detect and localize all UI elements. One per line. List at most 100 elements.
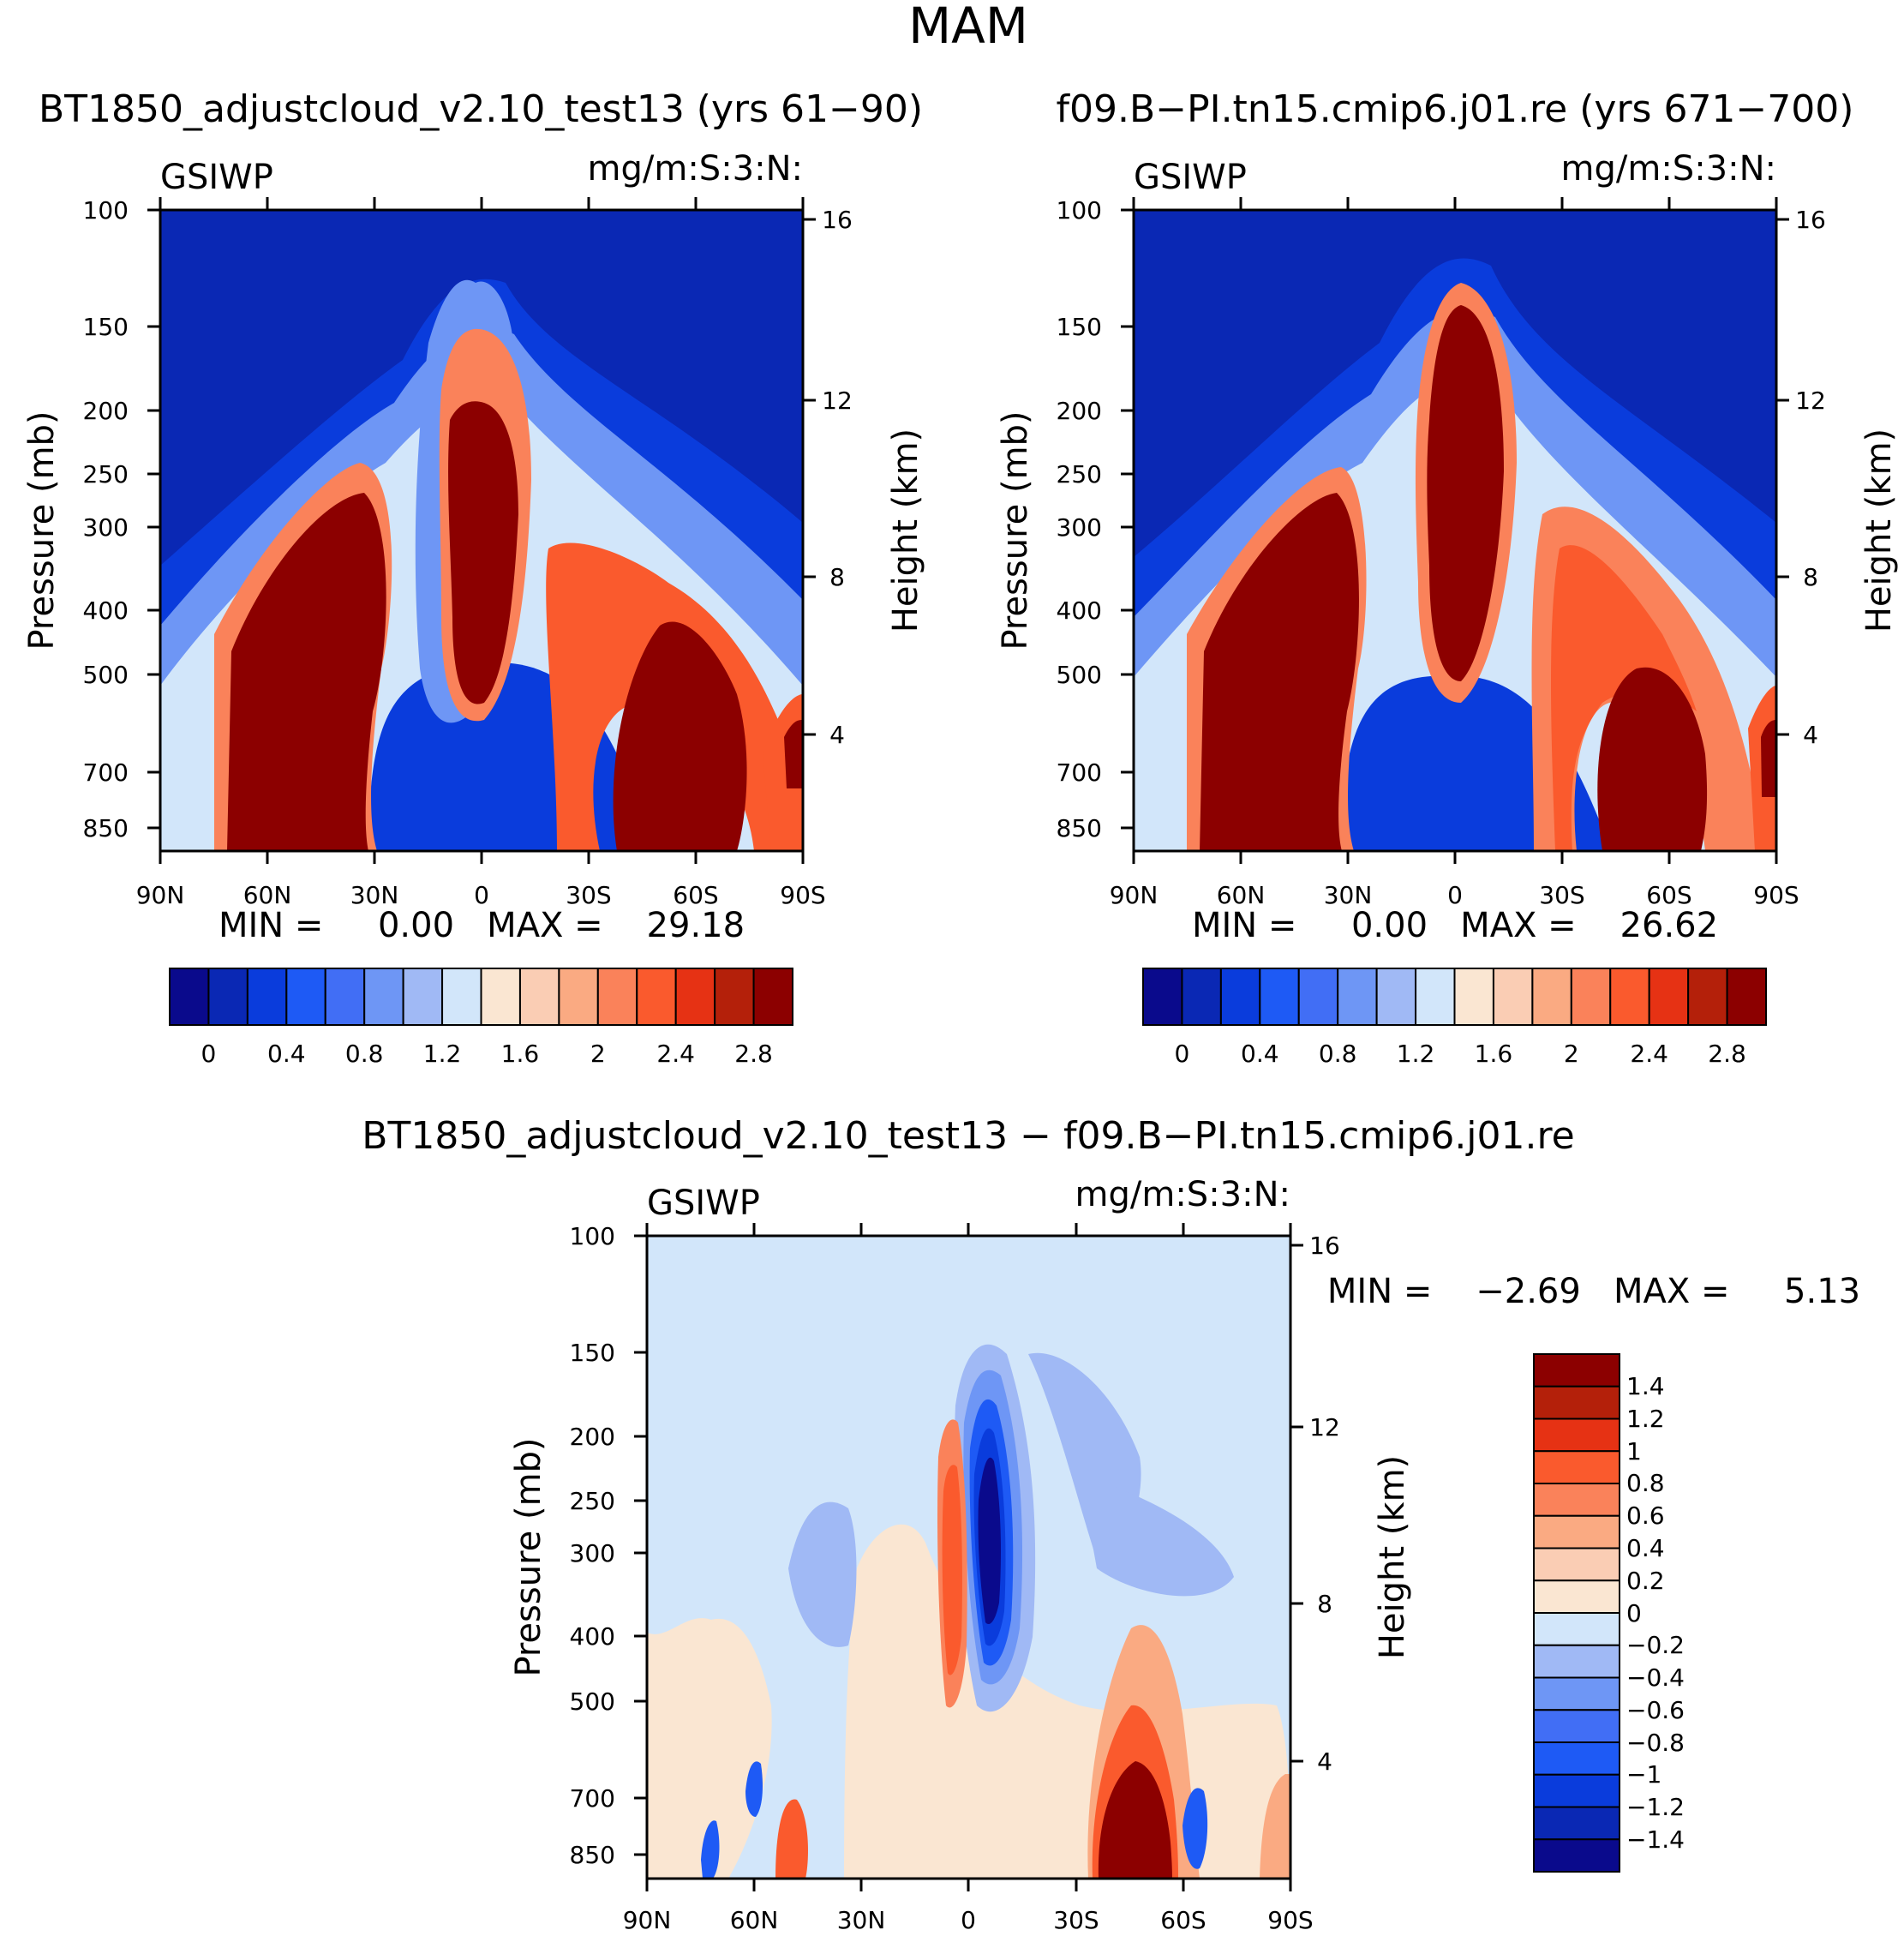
x-tick-label: 30S <box>1053 1906 1099 1934</box>
variable-label: GSIWP <box>647 1184 760 1223</box>
colorbar: 0 0.4 0.8 1.2 1.6 2 2.4 2.8 <box>1142 968 1768 1068</box>
y-tick-labels: 100 150 200 250 300 400 500 700 850 <box>83 196 129 842</box>
colorbar-label: 1.2 <box>1397 1040 1435 1068</box>
colorbar-swatch <box>1533 1450 1620 1484</box>
panel-title: BT1850_adjustcloud_v2.10_test13 (yrs 61−… <box>39 87 923 131</box>
colorbar-swatch <box>1533 1612 1620 1646</box>
contour-nh-core <box>1200 493 1359 851</box>
height-tick-label: 8 <box>1803 563 1818 591</box>
colorbar-swatch <box>169 968 210 1026</box>
y-tick-marks <box>1121 208 1134 830</box>
height-tick-label: 8 <box>1317 1590 1332 1618</box>
y-tick-label: 250 <box>570 1487 615 1515</box>
units-label: mg/m:S:3:N: <box>1561 149 1776 189</box>
colorbar-label: 2 <box>1564 1040 1579 1068</box>
colorbar-swatch <box>1533 1385 1620 1420</box>
contour-sh-mid <box>1551 545 1697 851</box>
colorbar-label: 1.6 <box>501 1040 540 1068</box>
y-tick-label: 400 <box>570 1622 615 1651</box>
height-tick-label: 4 <box>1317 1747 1332 1776</box>
colorbar-swatch <box>1533 1547 1620 1582</box>
difference-title: BT1850_adjustcloud_v2.10_test13 − f09.B−… <box>362 1114 1574 1158</box>
y-tick-label: 700 <box>1057 758 1102 787</box>
x-tick-label: 30N <box>837 1906 886 1934</box>
x-tick-label: 0 <box>474 881 489 909</box>
colorbar-swatch <box>1337 968 1378 1026</box>
y-tick-label: 150 <box>570 1339 615 1367</box>
contour-nh-cool-spot-2 <box>745 1761 763 1817</box>
y-tick-label: 300 <box>570 1539 615 1567</box>
x-tick-label: 60S <box>1160 1906 1206 1934</box>
colorbar-label: 0.4 <box>267 1040 306 1068</box>
colorbar-label: 0.8 <box>1626 1469 1665 1497</box>
colorbar-label: 2.8 <box>1708 1040 1746 1068</box>
colorbar-label: 0 <box>201 1040 217 1068</box>
colorbar-swatch <box>1533 1676 1620 1711</box>
colorbar-swatch <box>1648 968 1690 1026</box>
colorbar-label: 0.4 <box>1241 1040 1279 1068</box>
colorbar-label: 0 <box>1175 1040 1190 1068</box>
y-tick-label: 200 <box>1057 397 1102 425</box>
colorbar-swatch <box>1531 968 1572 1026</box>
colorbar-swatch <box>1533 1353 1620 1388</box>
height-tick-label: 8 <box>829 563 845 591</box>
x-tick-label: 60S <box>1646 881 1691 909</box>
colorbar-label: 1 <box>1626 1437 1642 1465</box>
x-tick-label: 90S <box>780 881 825 909</box>
colorbar-label: 0.8 <box>345 1040 384 1068</box>
colorbar-swatch <box>1533 1838 1620 1873</box>
colorbar-swatch <box>1533 1709 1620 1743</box>
y-tick-labels: 100 150 200 250 300 400 500 700 850 <box>1057 196 1102 842</box>
colorbar-swatch <box>1375 968 1417 1026</box>
x-tick-label: 60N <box>730 1906 779 1934</box>
x-tick-label: 30N <box>1324 881 1373 909</box>
y-tick-label: 500 <box>1057 661 1102 689</box>
colorbar-label: 0.4 <box>1626 1534 1665 1562</box>
y-tick-label: 150 <box>1057 313 1102 341</box>
height-tick-label: 16 <box>1795 206 1826 234</box>
panel-model-2: f09.B−PI.tn15.cmip6.j01.re (yrs 671−700)… <box>996 87 1899 1068</box>
colorbar-label: −0.8 <box>1626 1729 1685 1757</box>
height-tick-label: 12 <box>822 387 853 415</box>
colorbar-label: 0.8 <box>1319 1040 1357 1068</box>
y-tick-label: 500 <box>83 661 129 689</box>
x-tick-label: 60S <box>673 881 718 909</box>
colorbar-swatch <box>1533 1644 1620 1679</box>
colorbar-label: −0.2 <box>1626 1631 1685 1659</box>
min-max-stats: MIN = −2.69 MAX = 5.13 <box>1327 1272 1860 1311</box>
contour-sh-core <box>1597 667 1708 851</box>
variable-label: GSIWP <box>1134 158 1247 197</box>
colorbar-label: −1.4 <box>1626 1825 1685 1854</box>
colorbar-swatch <box>1533 1806 1620 1841</box>
colorbar-swatch <box>1181 968 1222 1026</box>
x-ticks: 90N 60N 30N 0 30S 60S 90S <box>1110 197 1799 909</box>
colorbar-label: −0.6 <box>1626 1696 1685 1724</box>
colorbar-swatch <box>714 968 755 1026</box>
x-tick-label: 90N <box>623 1906 672 1934</box>
x-tick-label: 60N <box>1217 881 1266 909</box>
colorbar-label: 0.2 <box>1626 1567 1665 1595</box>
y-tick-label: 400 <box>1057 596 1102 625</box>
height-axis-label: Height (km) <box>1373 1455 1412 1659</box>
y-tick-label: 200 <box>83 397 129 425</box>
y-axis-label: Pressure (mb) <box>22 411 62 650</box>
height-tick-label: 12 <box>1309 1413 1340 1442</box>
colorbar-swatch <box>1533 1418 1620 1453</box>
colorbar-swatch <box>1453 968 1494 1026</box>
panel-difference: GSIWP mg/m:S:3:N: 100 <box>509 1175 1860 1934</box>
height-tick-label: 16 <box>1309 1232 1340 1260</box>
colorbar-label: 2.4 <box>656 1040 695 1068</box>
y-tick-label: 500 <box>570 1687 615 1716</box>
colorbar-swatch <box>1297 968 1339 1026</box>
contour-field <box>160 210 803 851</box>
colorbar-swatch <box>518 968 560 1026</box>
colorbar-label: −1 <box>1626 1760 1662 1789</box>
colorbar-label: 0.6 <box>1626 1501 1665 1530</box>
colorbar-swatch <box>1259 968 1300 1026</box>
colorbar-swatch <box>752 968 793 1026</box>
contour-nh-core <box>227 493 386 851</box>
colorbar-swatch <box>1533 1483 1620 1517</box>
y-tick-label: 850 <box>1057 814 1102 842</box>
colorbar-swatch <box>480 968 521 1026</box>
